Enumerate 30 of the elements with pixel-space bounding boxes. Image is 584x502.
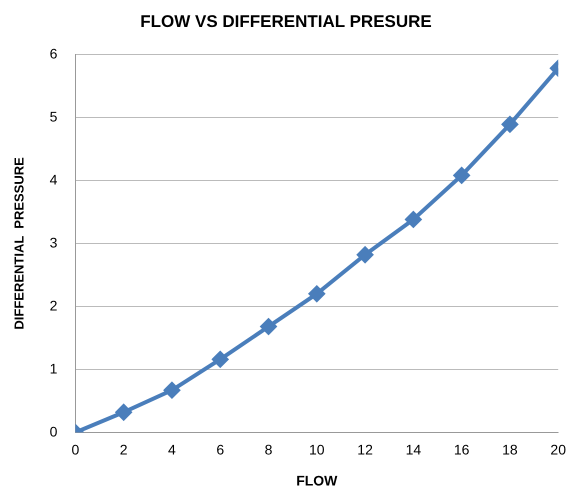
point xyxy=(260,318,277,335)
x-tick-label: 0 xyxy=(71,442,80,458)
point xyxy=(308,286,325,302)
y-tick-label: 2 xyxy=(50,297,58,314)
point xyxy=(212,351,228,368)
x-tick-label: 2 xyxy=(120,442,128,458)
y-tick-label: 1 xyxy=(50,360,58,376)
x-tick-label: 14 xyxy=(406,442,422,458)
point xyxy=(357,246,374,263)
y-tick-label: 5 xyxy=(50,108,58,124)
x-tick-label: 10 xyxy=(309,442,325,458)
x-axis-title: FLOW xyxy=(296,472,338,488)
point xyxy=(164,382,180,398)
x-tick-label: 12 xyxy=(357,442,374,458)
x-tick-label: 16 xyxy=(454,442,470,458)
y-axis-title: DIFFERENTIAL PRESSURE xyxy=(11,156,26,330)
point xyxy=(454,167,470,184)
point xyxy=(116,404,132,420)
point xyxy=(405,211,422,228)
y-tick-label: 6 xyxy=(50,45,58,62)
x-tick-label: 20 xyxy=(550,442,566,458)
y-tick-label: 0 xyxy=(50,423,58,440)
x-tick-label: 4 xyxy=(168,442,176,458)
x-tick-label: 18 xyxy=(502,442,518,458)
y-tick-label: 3 xyxy=(50,234,58,250)
x-tick-label: 8 xyxy=(264,442,273,458)
chart-title: FLOW VS DIFFERENTIAL PRESURE xyxy=(140,12,432,31)
y-tick-label: 4 xyxy=(50,171,58,188)
point xyxy=(502,116,518,132)
x-tick-label: 6 xyxy=(216,442,224,458)
